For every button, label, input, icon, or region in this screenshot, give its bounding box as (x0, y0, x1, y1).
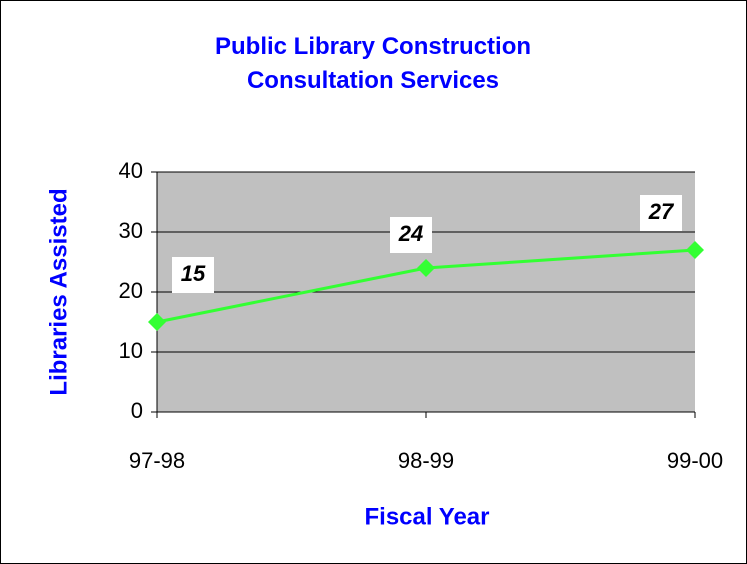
y-tick-label: 10 (119, 338, 143, 363)
y-tick-label: 40 (119, 158, 143, 183)
chart-title: Public Library Construction Consultation… (214, 33, 532, 94)
x-tick-label: 97-98 (129, 448, 185, 473)
data-point (148, 313, 166, 331)
data-point (686, 241, 704, 259)
y-axis-title: Libraries Assisted (45, 188, 72, 395)
data-label-box (172, 257, 214, 293)
data-point (417, 259, 435, 277)
y-tick-label: 0 (131, 398, 143, 423)
x-tick-label: 98-99 (398, 448, 454, 473)
x-axis-title: Fiscal Year (365, 503, 490, 530)
y-tick-label: 20 (119, 278, 143, 303)
y-tick-label: 30 (119, 218, 143, 243)
x-tick-label: 99-00 (667, 448, 723, 473)
data-label: 24 (398, 221, 423, 246)
data-label: 27 (648, 199, 675, 224)
data-label-box (390, 217, 432, 253)
data-label-box (640, 195, 682, 231)
data-label: 15 (181, 261, 206, 286)
